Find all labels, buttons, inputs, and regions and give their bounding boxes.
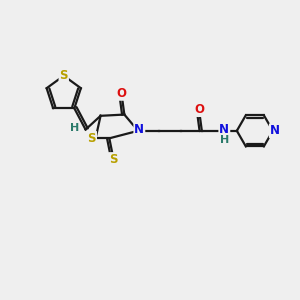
Text: S: S [88,132,96,145]
Text: N: N [219,123,229,136]
Text: N: N [270,124,280,137]
Text: O: O [194,103,204,116]
Text: O: O [117,87,127,100]
Text: H: H [70,123,80,133]
Text: S: S [109,153,117,166]
Text: H: H [220,135,229,145]
Text: N: N [134,123,144,136]
Text: S: S [59,69,68,82]
